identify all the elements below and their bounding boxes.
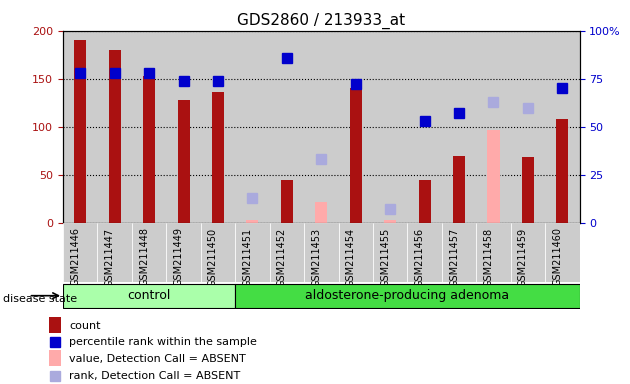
Bar: [476, 31, 511, 223]
Bar: [281, 180, 293, 223]
Bar: [132, 223, 166, 282]
Bar: [511, 223, 545, 282]
Text: rank, Detection Call = ABSENT: rank, Detection Call = ABSENT: [69, 371, 241, 381]
Text: GSM211458: GSM211458: [483, 227, 493, 286]
Bar: [49, 317, 61, 333]
Bar: [350, 88, 362, 223]
Text: value, Detection Call = ABSENT: value, Detection Call = ABSENT: [69, 354, 246, 364]
Text: GSM211452: GSM211452: [277, 227, 287, 287]
Bar: [522, 157, 534, 223]
Bar: [270, 31, 304, 223]
Bar: [235, 31, 270, 223]
Text: GSM211457: GSM211457: [449, 227, 459, 287]
Bar: [212, 92, 224, 223]
Bar: [442, 31, 476, 223]
Text: aldosterone-producing adenoma: aldosterone-producing adenoma: [306, 289, 510, 302]
Bar: [201, 31, 235, 223]
Bar: [235, 223, 270, 282]
Bar: [98, 223, 132, 282]
Bar: [373, 31, 408, 223]
Text: GSM211455: GSM211455: [380, 227, 390, 287]
Bar: [246, 220, 258, 223]
Text: GSM211456: GSM211456: [415, 227, 425, 286]
Bar: [166, 31, 201, 223]
Bar: [338, 31, 373, 223]
Bar: [201, 223, 235, 282]
Bar: [143, 76, 155, 223]
Bar: [476, 223, 511, 282]
Bar: [545, 31, 580, 223]
Bar: [408, 31, 442, 223]
Bar: [235, 283, 580, 308]
Bar: [178, 100, 190, 223]
Title: GDS2860 / 213933_at: GDS2860 / 213933_at: [238, 13, 405, 29]
Text: GSM211460: GSM211460: [553, 227, 563, 286]
Text: GSM211451: GSM211451: [243, 227, 253, 286]
Bar: [488, 130, 500, 223]
Text: GSM211450: GSM211450: [208, 227, 218, 286]
Bar: [384, 220, 396, 223]
Bar: [511, 31, 545, 223]
Bar: [315, 202, 328, 223]
Bar: [453, 156, 465, 223]
Text: control: control: [127, 289, 171, 302]
Bar: [556, 119, 568, 223]
Bar: [49, 351, 61, 366]
Text: percentile rank within the sample: percentile rank within the sample: [69, 338, 258, 348]
Bar: [545, 223, 580, 282]
Bar: [132, 31, 166, 223]
Bar: [418, 180, 431, 223]
Bar: [304, 223, 338, 282]
Bar: [373, 223, 408, 282]
Text: GSM211448: GSM211448: [139, 227, 149, 286]
Text: disease state: disease state: [3, 294, 77, 304]
Bar: [74, 40, 86, 223]
Bar: [63, 283, 235, 308]
Text: count: count: [69, 321, 101, 331]
Bar: [166, 223, 201, 282]
Bar: [304, 31, 338, 223]
Text: GSM211447: GSM211447: [105, 227, 115, 286]
Text: GSM211446: GSM211446: [70, 227, 80, 286]
Bar: [338, 223, 373, 282]
Text: GSM211459: GSM211459: [518, 227, 528, 286]
Bar: [63, 31, 98, 223]
Text: GSM211449: GSM211449: [173, 227, 183, 286]
Text: GSM211453: GSM211453: [311, 227, 321, 286]
Bar: [63, 223, 98, 282]
Text: GSM211454: GSM211454: [346, 227, 356, 286]
Bar: [108, 50, 121, 223]
Bar: [442, 223, 476, 282]
Bar: [270, 223, 304, 282]
Bar: [408, 223, 442, 282]
Bar: [98, 31, 132, 223]
